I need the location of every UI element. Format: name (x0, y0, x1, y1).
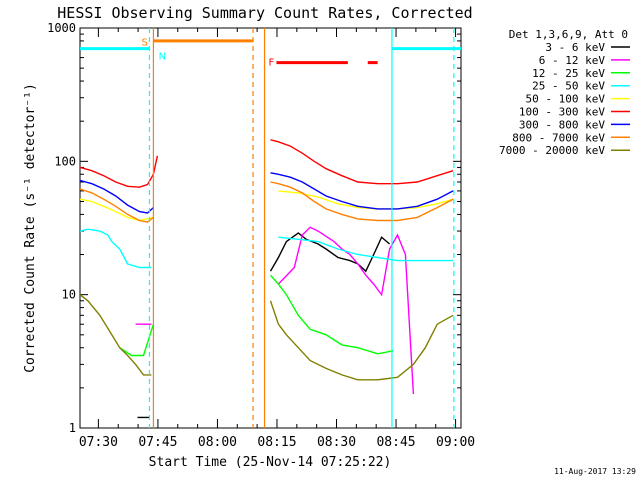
series-line (137, 232, 391, 419)
series-line (80, 294, 454, 381)
legend-item-label: 50 - 100 keV (526, 93, 606, 106)
series-layer (80, 139, 454, 419)
x-axis-label: Start Time (25-Nov-14 07:25:22) (149, 455, 392, 470)
series-line (119, 274, 394, 357)
series-line (80, 181, 454, 223)
flag-marker: N (159, 52, 166, 63)
legend-item-label: 800 - 7000 keV (512, 131, 605, 144)
x-tick-label: 09:00 (436, 435, 475, 450)
legend-title: Det 1,3,6,9, Att 0 (509, 28, 628, 41)
x-tick-label: 08:00 (198, 435, 237, 450)
series-line (80, 190, 454, 222)
legend-item-label: 6 - 12 keV (539, 54, 606, 67)
chart-title: HESSI Observing Summary Count Rates, Cor… (57, 4, 472, 22)
x-tick-label: 07:45 (138, 435, 177, 450)
y-tick-label: 1 (69, 421, 76, 435)
legend-item-label: 300 - 800 keV (519, 118, 605, 131)
flag-marker: S (142, 38, 148, 49)
x-tick-label: 07:30 (79, 435, 118, 450)
legend-item-label: 100 - 300 keV (519, 106, 605, 119)
legend-item-label: 12 - 25 keV (532, 67, 605, 80)
flag-marker: F (269, 58, 275, 69)
footer-timestamp: 11-Aug-2017 13:29 (554, 467, 636, 476)
y-tick-label: 10 (62, 288, 76, 302)
tick-labels: 1 10 100 1000 07:30 07:45 08:00 08:15 08:30 08:45… (47, 21, 475, 450)
y-tick-label: 100 (54, 154, 76, 168)
series-line (80, 139, 454, 188)
y-tick-label: 1000 (47, 21, 76, 35)
x-tick-label: 08:15 (257, 435, 296, 450)
x-tick-label: 08:45 (376, 435, 415, 450)
legend-item-label: 25 - 50 keV (532, 80, 605, 93)
series-line (135, 226, 415, 395)
x-tick-label: 08:30 (317, 435, 356, 450)
legend-item-label: 7000 - 20000 keV (499, 144, 605, 157)
plot-frame (79, 27, 462, 429)
y-axis-label: Corrected Count Rate (s⁻¹ detector⁻¹) (23, 83, 38, 373)
legend-item-label: 3 - 6 keV (545, 41, 605, 54)
axis-ticks (80, 27, 461, 429)
overlay-layer: SN F (80, 28, 461, 428)
series-line (80, 172, 454, 214)
series-line (80, 228, 454, 269)
